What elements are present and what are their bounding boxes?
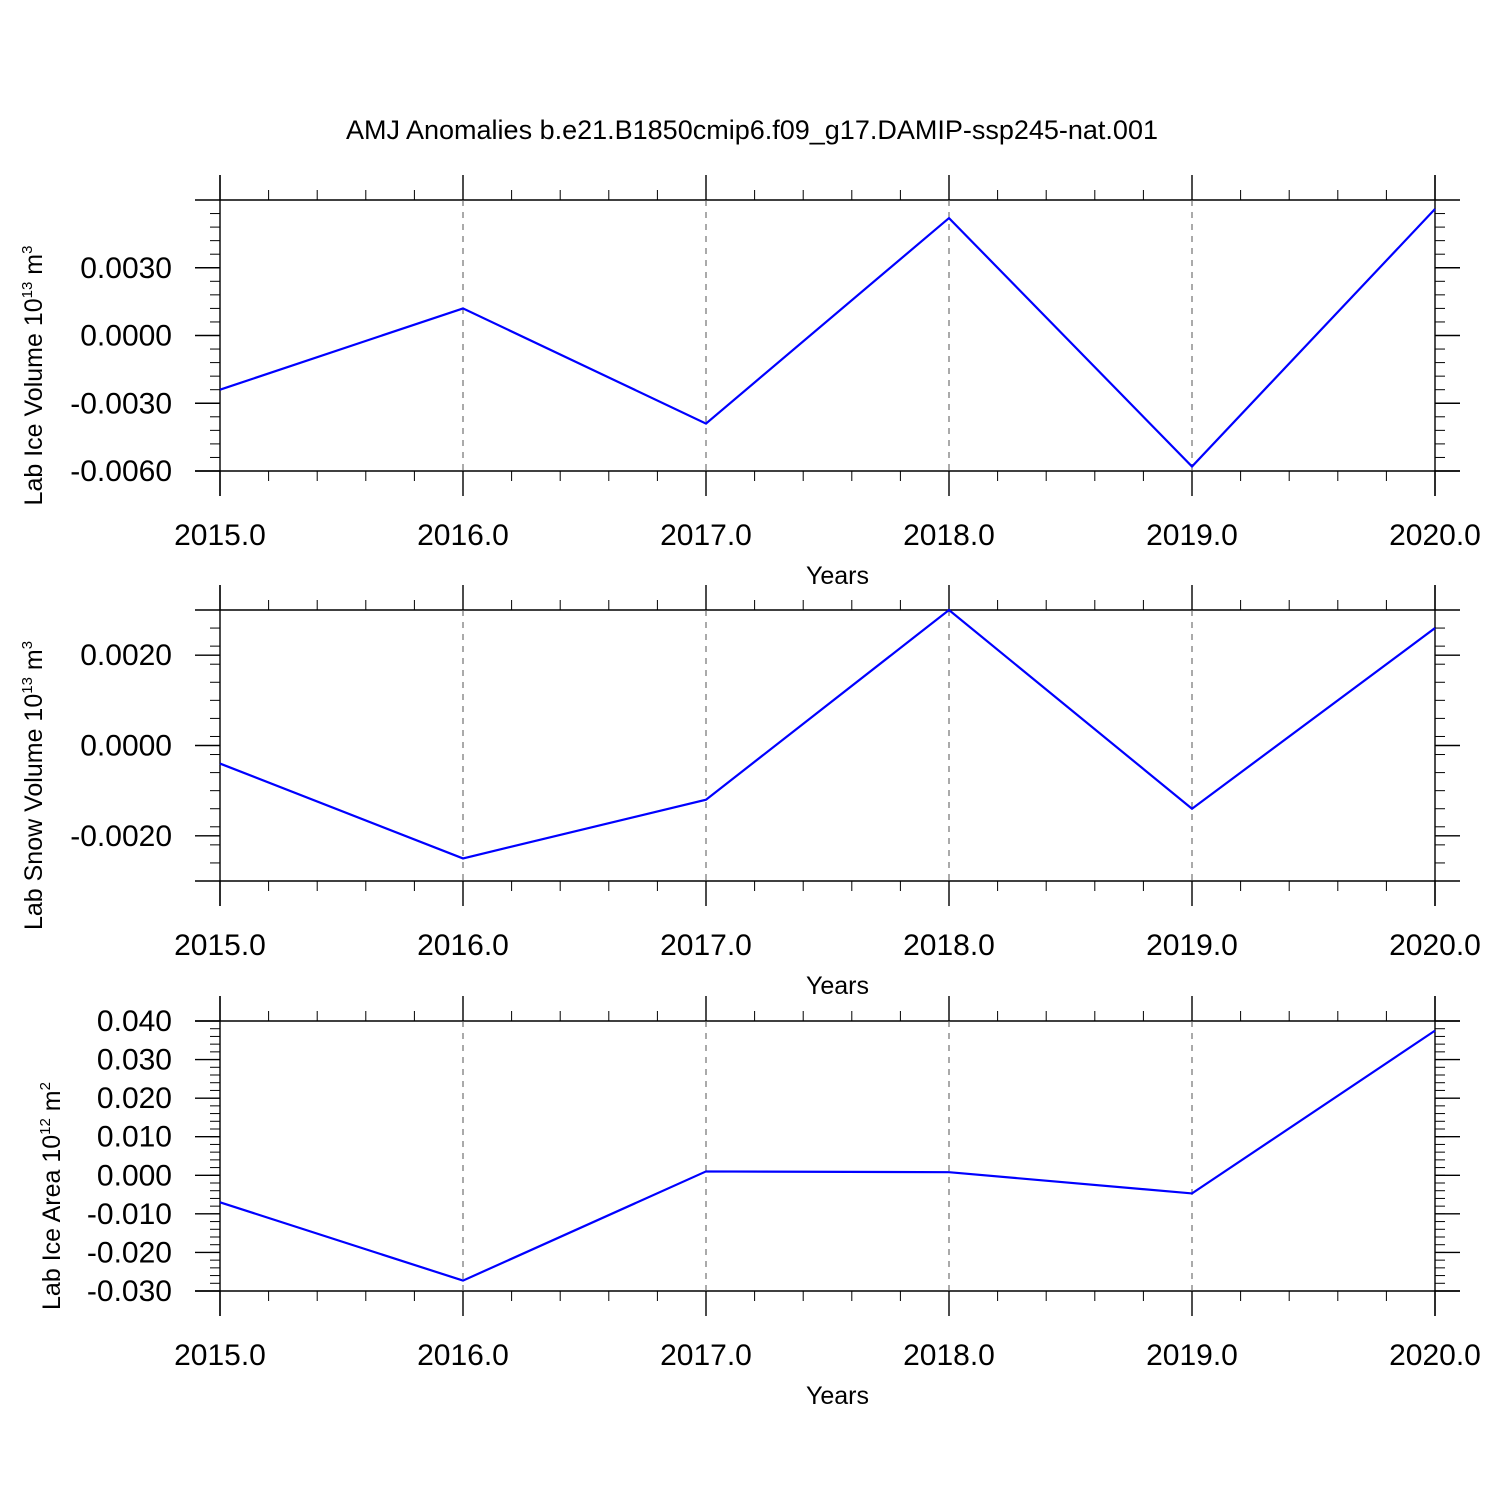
- x-axis-label: Years: [806, 562, 869, 590]
- x-tick-label: 2018.0: [903, 929, 995, 962]
- y-tick-label: -0.0020: [70, 820, 172, 853]
- y-tick-label: -0.0060: [70, 455, 172, 488]
- y-tick-label: -0.030: [87, 1275, 172, 1308]
- y-axis-label: Lab Ice Area 1012 m2: [37, 1082, 66, 1310]
- y-axis-label: Lab Snow Volume 1013 m3: [19, 641, 48, 930]
- y-tick-label: 0.010: [97, 1121, 172, 1154]
- y-tick-label: 0.0000: [80, 320, 172, 353]
- y-tick-label: 0.040: [97, 1005, 172, 1038]
- y-tick-label: 0.0030: [80, 252, 172, 285]
- x-axis-label: Years: [806, 1382, 869, 1410]
- x-axis-label: Years: [806, 972, 869, 1000]
- chart-title: AMJ Anomalies b.e21.B1850cmip6.f09_g17.D…: [346, 115, 1158, 145]
- x-tick-label: 2019.0: [1146, 929, 1238, 962]
- series-line: [219, 1029, 1436, 1282]
- y-tick-label: 0.0020: [80, 639, 172, 672]
- x-tick-label: 2016.0: [417, 1339, 509, 1372]
- y-tick-label: 0.020: [97, 1082, 172, 1115]
- x-tick-label: 2019.0: [1146, 519, 1238, 552]
- x-tick-label: 2018.0: [903, 519, 995, 552]
- y-tick-label: 0.000: [97, 1159, 172, 1192]
- chart-panel-2: -0.0020 0.0000 0.0020 2015.0 2016.0 2017.0 201…: [19, 585, 1481, 1000]
- x-tick-label: 2015.0: [174, 929, 266, 962]
- x-tick-label: 2017.0: [660, 1339, 752, 1372]
- x-tick-label: 2015.0: [174, 519, 266, 552]
- x-tick-label: 2020.0: [1389, 519, 1481, 552]
- y-tick-label: 0.0000: [80, 730, 172, 763]
- y-tick-label: 0.030: [97, 1044, 172, 1077]
- chart-panel-1: -0.0060 -0.0030 0.0000 0.0030 2015.0 2016.0 20…: [19, 175, 1481, 590]
- x-tick-label: 2016.0: [417, 929, 509, 962]
- x-tick-label: 2017.0: [660, 929, 752, 962]
- x-tick-label: 2017.0: [660, 519, 752, 552]
- x-tick-label: 2016.0: [417, 519, 509, 552]
- x-tick-label: 2015.0: [174, 1339, 266, 1372]
- x-tick-label: 2018.0: [903, 1339, 995, 1372]
- x-tick-label: 2019.0: [1146, 1339, 1238, 1372]
- y-tick-label: -0.010: [87, 1198, 172, 1231]
- chart-panel-3: -0.030 -0.020 -0.010 0.000 0.010 0.020 0.030 0.…: [37, 996, 1481, 1410]
- y-tick-label: -0.0030: [70, 387, 172, 420]
- x-tick-label: 2020.0: [1389, 1339, 1481, 1372]
- y-tick-label: -0.020: [87, 1236, 172, 1269]
- chart-panels: -0.0060 -0.0030 0.0000 0.0030 2015.0 2016.0 20…: [19, 175, 1481, 1410]
- x-tick-label: 2020.0: [1389, 929, 1481, 962]
- series-line: [219, 608, 1436, 860]
- series-line: [219, 208, 1436, 469]
- y-axis-label: Lab Ice Volume 1013 m3: [19, 246, 48, 506]
